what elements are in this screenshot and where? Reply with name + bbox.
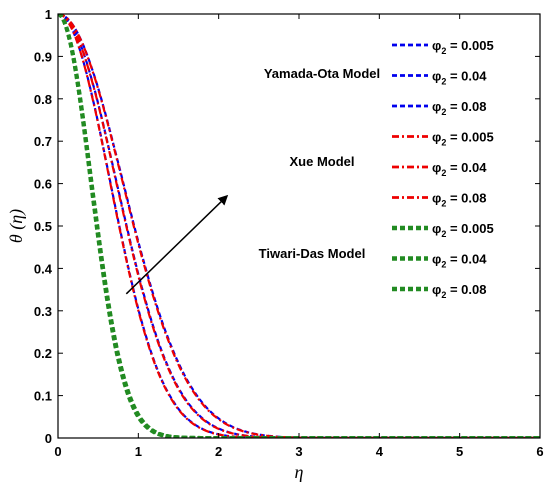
y-tick-label: 0.4 [34,261,53,276]
x-tick-label: 6 [536,444,543,459]
x-axis: 0 1 2 3 4 5 6 [54,14,544,459]
x-tick-label: 2 [215,444,222,459]
y-tick-label: 0.2 [34,346,52,361]
legend-label-5: φ2 = 0.04 [432,160,487,178]
y-tick-label: 0.5 [34,219,52,234]
y-tick-label: 0.1 [34,389,52,404]
y-tick-label: 0.9 [34,49,52,64]
y-tick-label: 1 [45,7,52,22]
x-tick-label: 5 [456,444,463,459]
y-tick-label: 0.6 [34,177,52,192]
y-tick-label: 0.7 [34,134,52,149]
legend-box [382,26,532,302]
series-line-6 [58,14,540,438]
legend-label-1: φ2 = 0.005 [432,38,494,56]
y-axis-label: θ (η) [6,209,27,243]
legend-label-8: φ2 = 0.04 [432,252,487,270]
model-label-1: Yamada-Ota Model [264,66,380,81]
x-tick-label: 4 [376,444,384,459]
model-labels: Yamada-Ota Model Xue Model Tiwari-Das Mode… [259,66,381,261]
legend-label-3: φ2 = 0.08 [432,99,486,117]
model-label-3: Tiwari-Das Model [259,246,366,261]
model-label-2: Xue Model [289,154,354,169]
y-tick-label: 0.8 [34,92,52,107]
trend-arrow [125,194,229,295]
legend: φ2 = 0.005 φ2 = 0.04 φ2 = 0.08 φ2 = 0.005 φ2… [392,38,494,300]
y-tick-label: 0.3 [34,304,52,319]
legend-label-2: φ2 = 0.04 [432,69,487,87]
x-tick-label: 0 [54,444,61,459]
legend-label-6: φ2 = 0.08 [432,191,486,209]
y-tick-label: 0 [45,431,52,446]
legend-label-4: φ2 = 0.005 [432,130,494,148]
x-tick-label: 3 [295,444,302,459]
legend-label-9: φ2 = 0.08 [432,282,486,300]
x-axis-label: η [295,462,304,482]
y-axis: 0 0.1 0.2 0.3 0.4 0.5 0.6 0.7 0.8 0.9 1 [34,7,540,446]
legend-label-7: φ2 = 0.005 [432,221,494,239]
x-tick-label: 1 [135,444,142,459]
